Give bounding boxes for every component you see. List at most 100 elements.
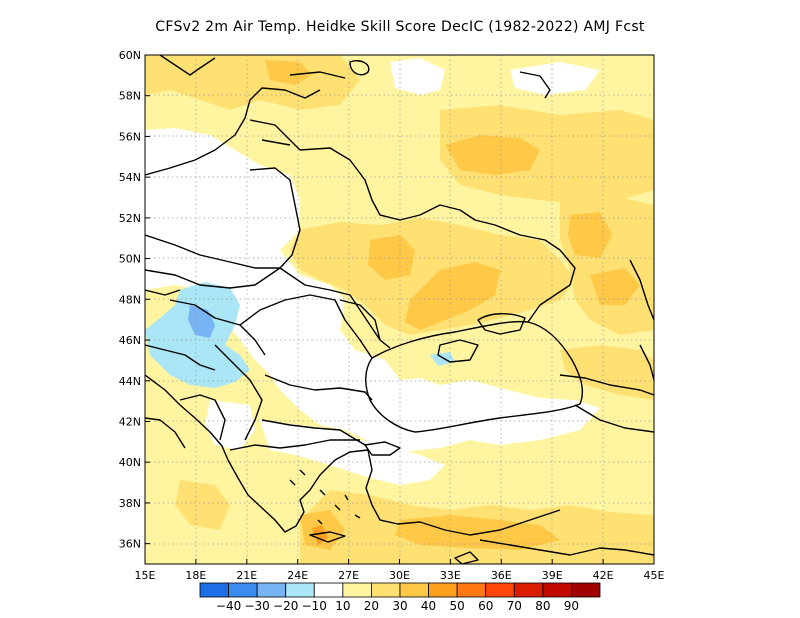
aegean-islands [289,469,361,525]
no-skill-bulgaria-turkey [260,420,445,485]
skill-30-40-finland [265,60,312,85]
crete [309,531,346,543]
no-skill-central-europe [145,128,600,452]
aegean-coast-turkey [365,449,561,536]
no-skill-north-russia [390,58,445,95]
border-turkey-east [574,404,654,433]
lon-tick-label: 42E [593,569,614,582]
border-slovenia-croatia [145,344,216,371]
skill-20-30-caucasus [560,345,654,400]
skill-30-40-volga [590,268,640,305]
chart-title: CFSv2 2m Air Temp. Heidke Skill Score De… [155,19,645,35]
colorbar-swatch [571,582,601,598]
border-caucasus [559,374,654,396]
colorbar-swatch [456,582,487,598]
lat-tick-label: 54N [119,171,141,184]
border-poland-east [249,167,301,269]
colorbar-swatch [256,582,287,598]
lon-tick-label: 24E [287,569,308,582]
italy-coast [145,417,186,449]
border-moldova [339,299,381,341]
negative-10-black-sea [430,352,455,366]
colorbar-label: 20 [364,599,379,613]
lat-tick-label: 36N [119,538,141,551]
colorbar-swatch [542,582,572,598]
lat-tick-label: 48N [119,293,141,306]
colorbar-label: −20 [273,599,298,613]
lon-tick-label: 39E [542,569,563,582]
skill-30-40-russia-mid [445,135,540,175]
lat-tick-label: 42N [119,415,141,428]
caspian-coast [639,344,654,381]
border-belarus-russia [299,147,561,251]
lat-tick-label: 52N [119,212,141,225]
lon-tick-label: 21E [236,569,257,582]
lat-tick-label: 56N [119,130,141,143]
skill-20-30-greece [175,480,230,530]
colorbar-swatch [485,582,515,598]
longitude-tick-labels: 15E 18E 21E 24E 27E 30E 33E 36E 39E 42E 45E [135,559,665,582]
border-greece-north [229,439,360,451]
lon-tick-label: 27E [338,569,359,582]
colorbar-swatch [513,582,544,598]
lake-ladoga [349,60,370,76]
colorbar-label: 50 [450,599,465,613]
colorbar-swatch [371,582,401,598]
skill-field [145,55,654,564]
graticule [145,55,654,564]
skill-30-40-ukraine-east [405,262,500,330]
colorbar-swatch [428,582,458,598]
border-bulgaria-south [261,419,366,446]
border-russia-kazakhstan [629,259,654,321]
border-poland-west [145,234,280,269]
lat-tick-label: 46N [119,334,141,347]
colorbar-labels: −40 −30 −20 −10 10 20 30 40 50 60 70 80 90 [216,599,579,613]
colorbar-label: −30 [244,599,269,613]
lon-tick-label: 33E [440,569,461,582]
colorbar-label: 30 [392,599,407,613]
colorbar [199,582,601,598]
lon-tick-label: 36E [491,569,512,582]
colorbar-label: 70 [507,599,522,613]
sweden-coast [159,55,216,76]
colorbar-swatch [285,582,315,598]
border-baltics [249,119,301,151]
colorbar-swatch [228,582,258,598]
lat-tick-label: 60N [119,49,141,62]
skill-20-30-ukraine [290,218,575,335]
colorbar-label: 40 [421,599,436,613]
colorbar-label: 60 [478,599,493,613]
no-skill-balkans-west [205,400,255,450]
border-hungary [169,299,266,356]
no-skill-white-sea [510,62,600,95]
black-sea [365,320,584,433]
skill-30-40-ukraine-center [368,235,415,280]
colorbar-label: 90 [564,599,579,613]
gulf-of-finland [289,71,346,79]
cyprus [454,551,479,564]
lon-tick-label: 15E [135,569,156,582]
lat-tick-label: 50N [119,253,141,266]
colorbar-swatch [199,582,229,598]
no-skill-north-poland [145,138,240,210]
baltic-coast [145,87,321,176]
lat-tick-label: 44N [119,375,141,388]
coastlines-borders [145,55,654,564]
colorbar-label: −40 [216,599,241,613]
crimea [437,339,479,363]
colorbar-label: 10 [335,599,350,613]
lon-tick-label: 18E [185,569,206,582]
lon-tick-label: 45E [644,569,665,582]
lat-tick-label: 40N [119,456,141,469]
border-serbia [214,344,263,441]
colorbar-swatch [342,582,372,598]
border-romania [239,294,373,359]
skill-20-30-russia-north [440,105,654,205]
colorbar-swatch [313,582,344,598]
border-czech-slovakia [145,267,281,289]
greece-coast [227,449,369,533]
lat-tick-label: 38N [119,497,141,510]
sea-of-azov [477,313,526,335]
border-syria [479,539,654,556]
